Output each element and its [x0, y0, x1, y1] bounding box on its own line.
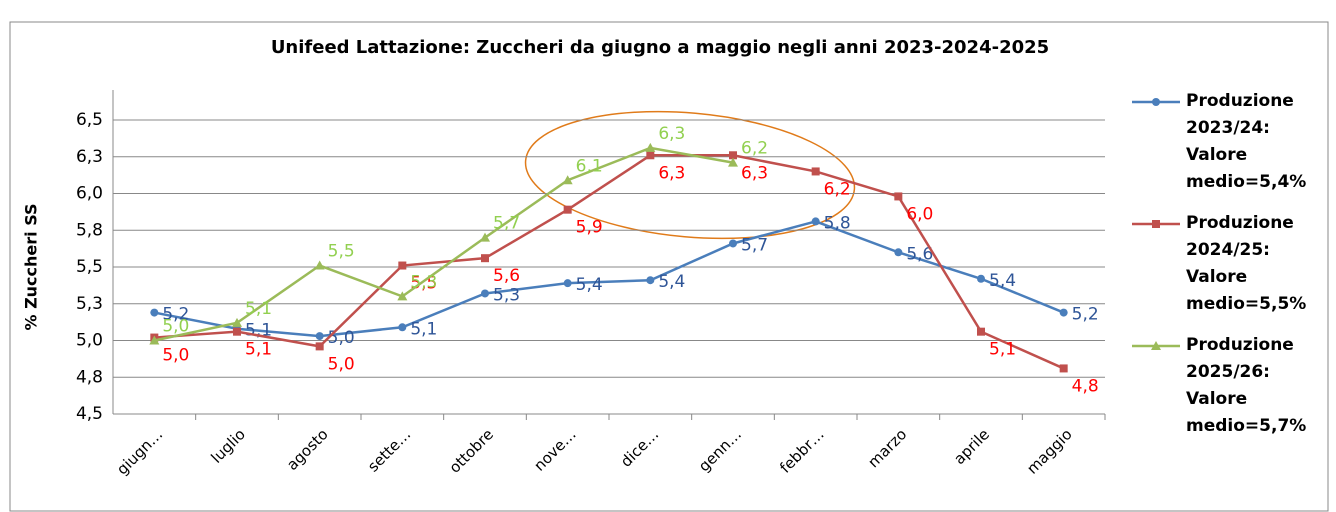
- marker: [894, 248, 903, 257]
- marker: [398, 261, 407, 270]
- marker: [728, 157, 738, 167]
- marker: [811, 167, 820, 176]
- legend-item: Produzione 2025/26: Valore medio=5,7%: [1130, 332, 1330, 440]
- data-label: 5,6: [906, 244, 933, 264]
- y-tick-label: 5,5: [76, 257, 103, 277]
- data-label: 5,4: [658, 272, 685, 292]
- marker: [563, 279, 572, 288]
- data-label: 5,0: [328, 328, 355, 348]
- data-label: 5,9: [576, 218, 603, 238]
- legend-marker: [1151, 341, 1161, 350]
- data-label: 5,1: [245, 299, 272, 319]
- data-label: 6,3: [741, 163, 768, 183]
- marker: [729, 239, 737, 248]
- y-tick-label: 4,5: [76, 404, 103, 424]
- series-line: [154, 154, 1065, 370]
- marker: [149, 335, 160, 345]
- data-label: 4,8: [1072, 376, 1099, 396]
- data-label: 5,3: [410, 272, 437, 292]
- marker: [397, 291, 408, 301]
- highlight-ellipse: [524, 110, 856, 240]
- y-axis-label: % Zuccheri SS: [22, 203, 41, 330]
- marker: [977, 327, 985, 336]
- data-label: 5,7: [741, 235, 768, 255]
- series-line: [154, 220, 1065, 338]
- legend-marker: [1152, 98, 1160, 106]
- y-tick-label: 4,8: [76, 367, 103, 387]
- data-label: 5,7: [493, 214, 520, 234]
- marker: [398, 323, 407, 332]
- legend-swatch: [1132, 220, 1180, 228]
- marker: [481, 254, 489, 263]
- data-label: 5,5: [410, 274, 437, 294]
- chart-title: Unifeed Lattazione: Zuccheri da giugno a…: [271, 37, 1049, 58]
- legend-marker: [1152, 220, 1160, 228]
- data-label: 5,1: [245, 340, 272, 360]
- data-label: 5,0: [162, 346, 189, 366]
- data-label: 5,1: [410, 319, 437, 339]
- series-line: [154, 146, 734, 342]
- legend-label: Produzione 2023/24: Valore medio=5,4%: [1186, 91, 1307, 192]
- data-label: 5,3: [493, 285, 520, 305]
- data-label: 6,2: [824, 179, 851, 199]
- data-label: 5,0: [328, 354, 355, 374]
- data-label: 5,0: [162, 317, 189, 337]
- y-tick-label: 6,0: [76, 184, 103, 204]
- data-label: 5,4: [576, 275, 603, 295]
- marker: [977, 274, 985, 283]
- marker: [894, 192, 903, 201]
- data-label: 6,2: [741, 139, 768, 159]
- legend-swatch: [1132, 98, 1180, 106]
- legend-swatch: [1132, 341, 1180, 350]
- y-tick-label: 6,3: [76, 147, 103, 167]
- marker: [811, 217, 820, 226]
- data-label: 6,1: [576, 156, 603, 176]
- data-label: 6,3: [658, 163, 685, 183]
- marker: [563, 205, 572, 214]
- marker: [480, 232, 490, 242]
- marker: [315, 342, 324, 351]
- legend-label: Produzione 2025/26: Valore medio=5,7%: [1186, 335, 1307, 436]
- legend-item: Produzione 2023/24: Valore medio=5,4%: [1130, 88, 1330, 196]
- marker: [315, 332, 324, 341]
- data-label: 5,5: [328, 242, 355, 262]
- marker: [1059, 308, 1068, 317]
- data-label: 5,2: [162, 305, 189, 325]
- y-tick-label: 5,8: [76, 220, 103, 240]
- data-label: 5,8: [824, 213, 851, 233]
- data-label: 6,3: [658, 124, 685, 144]
- data-label: 5,1: [989, 340, 1016, 360]
- data-label: 5,6: [493, 266, 520, 286]
- marker: [729, 151, 737, 160]
- marker: [232, 317, 242, 327]
- data-label: 5,2: [1072, 305, 1099, 325]
- legend-label: Produzione 2024/25: Valore medio=5,5%: [1186, 213, 1307, 314]
- data-label: 5,4: [989, 271, 1016, 291]
- marker: [562, 175, 573, 185]
- marker: [150, 308, 159, 317]
- marker: [646, 276, 655, 285]
- y-tick-label: 6,5: [76, 110, 103, 130]
- marker: [645, 142, 656, 152]
- marker: [481, 289, 489, 298]
- y-tick-label: 5,3: [76, 294, 103, 314]
- marker: [314, 260, 325, 270]
- marker: [646, 151, 655, 160]
- y-tick-label: 5,0: [76, 331, 103, 351]
- marker: [1059, 364, 1068, 373]
- legend-item: Produzione 2024/25: Valore medio=5,5%: [1130, 210, 1330, 318]
- marker: [233, 327, 241, 336]
- data-label: 6,0: [906, 204, 933, 224]
